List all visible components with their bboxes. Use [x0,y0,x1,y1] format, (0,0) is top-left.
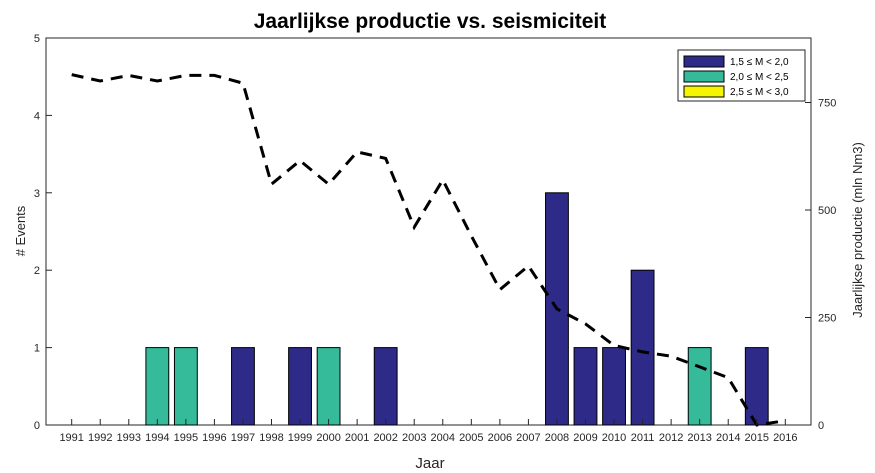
x-tick-label: 2007 [516,432,540,444]
x-tick-label: 2001 [345,432,369,444]
bar-2010-series0 [602,347,626,426]
bar-2009-series0 [573,347,598,426]
x-tick-label: 1992 [88,432,112,444]
y-tick-label: 2 [34,265,40,277]
y-right-tick-label: 250 [818,313,836,325]
bar-1999-series0 [288,347,312,426]
x-tick-label: 2006 [488,432,512,444]
x-tick-label: 2016 [773,432,797,444]
bar-1995-series1 [173,347,198,426]
x-tick-label: 1994 [145,432,169,444]
x-tick-label: 2011 [631,432,655,444]
y-right-tick-label: 750 [818,98,836,110]
legend: 1,5 ≤ M < 2,0 2,0 ≤ M < 2,5 2,5 ≤ M < 3,0 [677,49,806,102]
y-tick-label: 3 [34,188,40,200]
x-tick-label: 1997 [231,432,255,444]
y-axis-label: # Events [13,205,28,256]
x-axis-label: Jaar [415,455,444,472]
bar-1994-series1 [145,347,170,426]
y-tick-label: 4 [34,110,40,122]
bar-1997-series0 [231,347,255,426]
x-tick-label: 2004 [431,432,455,444]
bar-2000-series1 [316,347,341,426]
x-tick-label: 1998 [259,432,283,444]
x-tick-label: 1996 [202,432,226,444]
x-tick-label: 2010 [602,432,626,444]
x-tick-label: 2015 [745,432,769,444]
production-line [71,73,786,427]
chart-title: Jaarlijkse productie vs. seismiciteit [254,10,607,33]
y-tick-label: 1 [34,343,40,355]
x-tick-label: 2008 [545,432,569,444]
x-tick-label: 1995 [174,432,198,444]
y-tick-label: 0 [34,420,40,432]
y-right-tick-label: 500 [818,205,836,217]
bar-2011-series0 [630,269,655,426]
bar-2013-series1 [687,347,712,426]
x-tick-label: 2002 [373,432,397,444]
legend-swatch-1 [683,70,725,83]
y-axis-right: 0 250 500 750 [805,98,836,432]
x-tick-label: 1999 [288,432,312,444]
bar-2015-series0 [744,347,769,426]
legend-swatch-0 [683,55,725,68]
y-axis-right-label: Jaarlijkse productie (mln Nm3) [850,142,865,318]
legend-swatch-2 [683,85,725,98]
legend-label-2: 2,5 ≤ M < 3,0 [730,87,789,98]
x-tick-label: 2005 [459,432,483,444]
x-tick-label: 2003 [402,432,426,444]
x-tick-label: 2012 [659,432,683,444]
x-tick-label: 1991 [59,432,83,444]
legend-label-0: 1,5 ≤ M < 2,0 [730,57,789,68]
bar-2002-series0 [373,347,398,426]
y-axis-left: 0 1 2 3 4 5 [34,33,52,432]
x-tick-label: 2013 [687,432,711,444]
bars [145,192,769,426]
x-tick-label: 2000 [316,432,340,444]
y-tick-label: 5 [34,33,40,45]
legend-label-1: 2,0 ≤ M < 2,5 [730,72,789,83]
y-right-tick-label: 0 [818,420,824,432]
x-tick-label: 2014 [716,432,740,444]
x-tick-label: 1993 [117,432,141,444]
x-axis: 1991 1992 1993 1994 1995 1996 1997 1998 1999 2000… [59,419,798,444]
x-tick-label: 2009 [573,432,597,444]
